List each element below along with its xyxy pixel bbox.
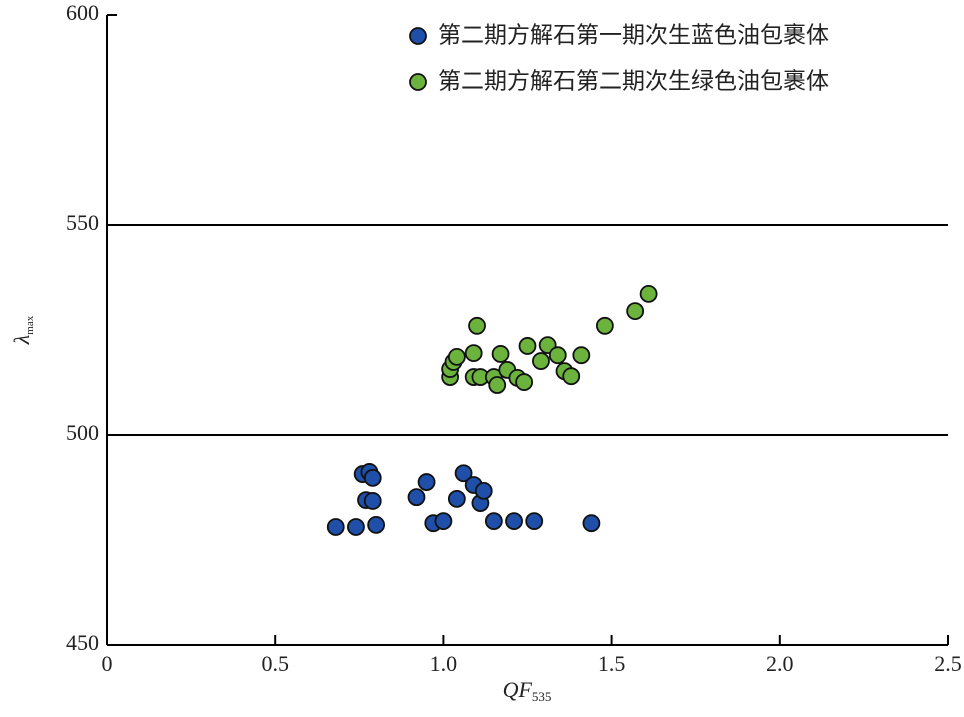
point [518, 337, 537, 355]
x-tick-label: 2.0 [766, 651, 794, 676]
y-tick-label: 550 [66, 210, 99, 235]
x-tick-label: 0.5 [261, 651, 289, 676]
legend-label: 第二期方解石第二期次生绿色油包裹体 [438, 69, 829, 95]
point [484, 512, 503, 530]
point [407, 488, 426, 507]
x-tick-label: 1.5 [598, 651, 626, 676]
point [639, 284, 658, 303]
y-axis-label: λmax [9, 315, 35, 345]
point [491, 345, 510, 363]
point [447, 347, 466, 366]
x-tick-label: 0 [102, 651, 113, 676]
point [468, 316, 486, 335]
y-tick-label: 500 [66, 420, 99, 445]
point [626, 302, 645, 321]
point [548, 346, 567, 365]
legend-label: 第二期方解石第一期次生蓝色油包裹体 [438, 23, 829, 49]
point [515, 373, 534, 391]
x-tick-label: 2.5 [934, 651, 962, 676]
point [363, 492, 382, 510]
point [582, 514, 601, 533]
y-tick-label: 600 [66, 0, 99, 25]
point [474, 481, 493, 500]
point [464, 344, 483, 363]
point [367, 515, 386, 534]
point [363, 468, 382, 487]
point [525, 512, 544, 530]
point [488, 376, 507, 394]
point [417, 473, 436, 491]
point [505, 512, 523, 530]
point [347, 518, 365, 536]
point [454, 464, 473, 483]
point [595, 316, 614, 335]
point [447, 489, 466, 508]
legend-marker [409, 27, 427, 45]
x-axis-label: QF535 [503, 677, 552, 704]
point [532, 352, 550, 370]
point [434, 512, 453, 530]
point [326, 518, 345, 536]
point [572, 346, 591, 365]
legend-marker [409, 73, 427, 91]
x-tick-label: 1.0 [430, 651, 458, 676]
y-tick-label: 450 [66, 630, 99, 655]
point [562, 367, 581, 386]
